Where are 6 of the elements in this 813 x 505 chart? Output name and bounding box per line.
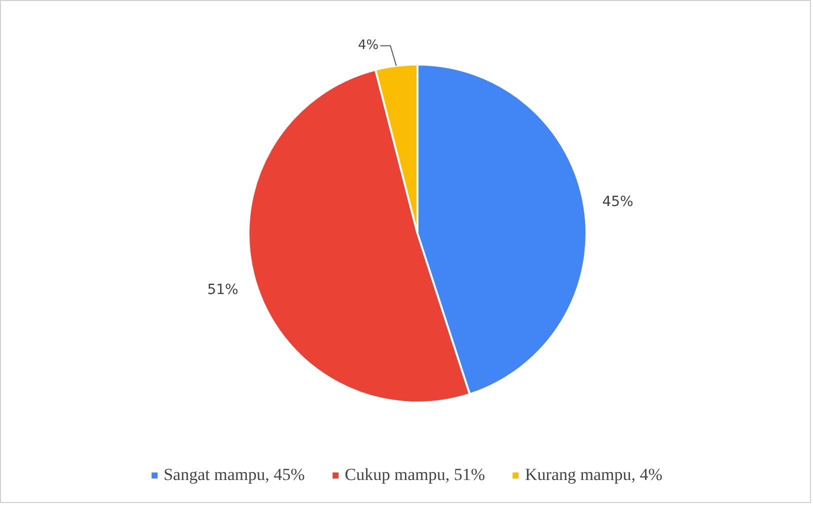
data-label: 45% [602,194,634,210]
legend-label: Sangat mampu, 45% [164,465,305,485]
legend-label: Cukup mampu, 51% [344,465,486,485]
data-label: 4% [358,38,379,54]
legend-label: Kurang mampu, 4% [525,465,662,485]
data-label: 51% [207,282,238,298]
